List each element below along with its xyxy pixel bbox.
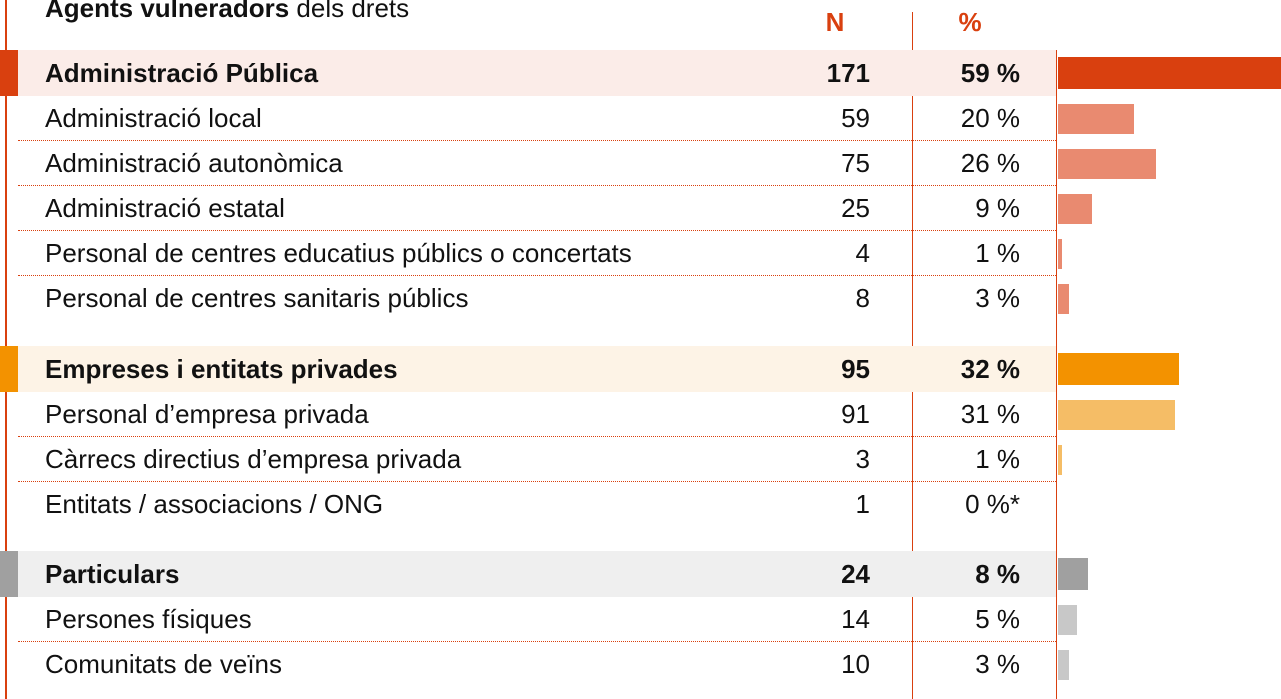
row-divider [18, 140, 1056, 141]
row-bar [1058, 194, 1093, 224]
group-label: Empreses i entitats privades [45, 354, 398, 384]
row-label: Personal d’empresa privada [45, 399, 369, 429]
row-label: Personal de centres sanitaris públics [45, 283, 469, 313]
row-pct: 31 % [960, 399, 1020, 429]
row-pct: 5 % [975, 604, 1020, 634]
row-bar [1058, 400, 1176, 430]
row-n: 91 [841, 399, 870, 429]
row-divider [18, 275, 1056, 276]
header-pct: % [958, 7, 982, 37]
row-bar [1058, 239, 1062, 269]
header-n: N [825, 7, 845, 37]
row-bar [1058, 284, 1070, 314]
row-bar [1058, 445, 1062, 475]
group-n: 171 [826, 58, 870, 88]
row-pct: 0 %* [965, 489, 1020, 519]
row-label: Administració local [45, 103, 262, 133]
row-bar [1058, 605, 1077, 635]
row-n: 4 [855, 238, 870, 268]
row-label: Càrrecs directius d’empresa privada [45, 444, 462, 474]
row-n: 10 [841, 649, 870, 679]
group-marker [0, 346, 18, 392]
row-label: Entitats / associacions / ONG [45, 489, 384, 519]
row-pct: 1 % [975, 444, 1020, 474]
row-pct: 20 % [960, 103, 1020, 133]
row-divider [18, 230, 1056, 231]
group-n: 24 [841, 559, 870, 589]
group-pct: 59 % [960, 58, 1020, 88]
row-bar [1058, 104, 1134, 134]
row-n: 3 [855, 444, 870, 474]
row-n: 8 [855, 283, 870, 313]
group-bar [1058, 558, 1089, 590]
bar-rule [1056, 50, 1057, 699]
group-label: Administració Pública [45, 58, 319, 88]
row-divider [18, 436, 1056, 437]
group-n: 95 [841, 354, 870, 384]
row-pct: 3 % [975, 283, 1020, 313]
row-label: Administració estatal [45, 193, 285, 223]
row-label: Personal de centres educatius públics o … [45, 238, 632, 268]
row-bar [1058, 650, 1070, 680]
row-pct: 1 % [975, 238, 1020, 268]
row-pct: 3 % [975, 649, 1020, 679]
row-pct: 9 % [975, 193, 1020, 223]
row-divider [18, 481, 1056, 482]
group-bar [1058, 57, 1281, 89]
row-label: Comunitats de veïns [45, 649, 283, 679]
row-n: 59 [841, 103, 870, 133]
group-bar [1058, 353, 1179, 385]
row-label: Administració autonòmica [45, 148, 343, 178]
group-background [18, 50, 1056, 96]
group-background [18, 346, 1056, 392]
group-background [18, 551, 1056, 597]
row-bar [1058, 149, 1157, 179]
group-marker [0, 50, 18, 96]
group-pct: 8 % [975, 559, 1020, 589]
row-n: 14 [841, 604, 870, 634]
group-pct: 32 % [960, 354, 1020, 384]
title-rest: dels drets [296, 0, 410, 23]
row-label: Persones físiques [45, 604, 252, 634]
group-label: Particulars [45, 559, 180, 589]
title-bold: Agents vulneradors [45, 0, 290, 23]
title: Agents vulneradors dels drets [45, 0, 409, 28]
row-pct: 26 % [960, 148, 1020, 178]
row-n: 75 [841, 148, 870, 178]
row-n: 1 [855, 489, 870, 519]
row-n: 25 [841, 193, 870, 223]
group-marker [0, 551, 18, 597]
row-divider [18, 185, 1056, 186]
row-divider [18, 641, 1056, 642]
